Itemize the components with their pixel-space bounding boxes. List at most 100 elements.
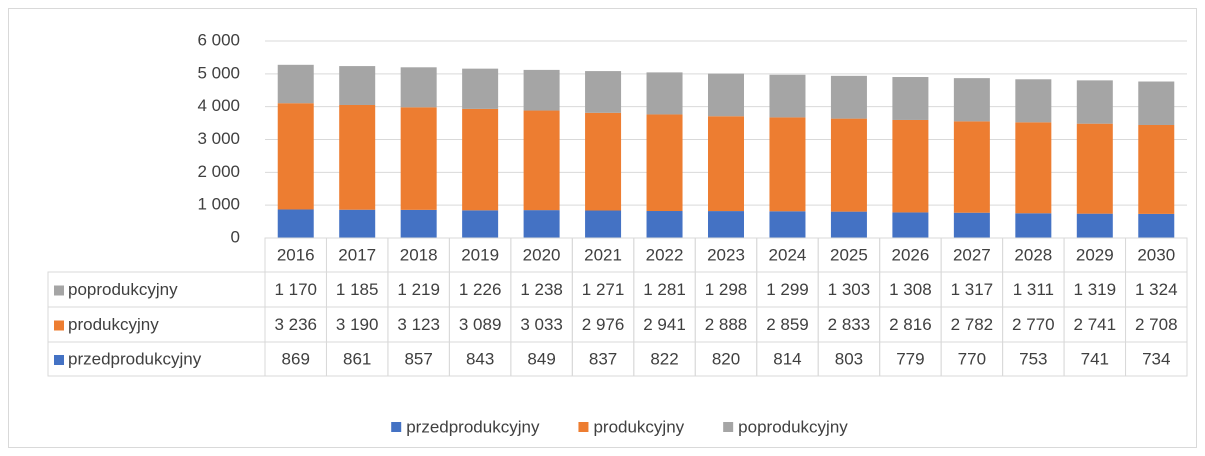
legend-key xyxy=(578,422,589,432)
bar-segment xyxy=(953,212,990,238)
bar-segment xyxy=(830,118,867,212)
table-legend-key xyxy=(54,355,64,365)
table-legend-key xyxy=(54,320,64,331)
data-label: 1 226 xyxy=(459,280,502,299)
data-label: 1 219 xyxy=(397,280,440,299)
bar-segment xyxy=(339,209,376,238)
data-label: 2 770 xyxy=(1012,315,1055,334)
table-cell xyxy=(1125,341,1188,377)
x-tick-label: 2025 xyxy=(830,245,868,264)
data-label: 849 xyxy=(527,349,555,368)
data-label: 1 298 xyxy=(705,280,748,299)
x-tick-label: 2019 xyxy=(461,245,499,264)
bar-segment xyxy=(1015,213,1052,238)
data-label: 869 xyxy=(282,349,310,368)
bar-segment xyxy=(892,212,929,238)
data-label: 820 xyxy=(712,349,740,368)
y-tick-label: 4 000 xyxy=(197,96,240,115)
data-label: 2 976 xyxy=(582,315,625,334)
legend-key xyxy=(391,422,402,432)
x-tick-label: 2029 xyxy=(1076,245,1114,264)
data-label: 1 281 xyxy=(643,280,686,299)
data-label: 861 xyxy=(343,349,371,368)
bar-segment xyxy=(462,68,499,109)
bar-segment xyxy=(400,67,437,108)
bar-segment xyxy=(769,74,806,118)
data-label: 803 xyxy=(835,349,863,368)
data-label: 770 xyxy=(958,349,986,368)
bar-segment xyxy=(277,64,314,104)
bar-segment xyxy=(523,110,560,211)
data-label: 1 299 xyxy=(766,280,809,299)
legend-label: poprodukcyjny xyxy=(738,417,848,436)
x-tick-label: 2016 xyxy=(277,245,315,264)
bar-segment xyxy=(523,210,560,238)
y-tick-label: 1 000 xyxy=(197,195,240,214)
data-label: 837 xyxy=(589,349,617,368)
bar-segment xyxy=(1138,124,1175,214)
data-label: 1 170 xyxy=(274,280,317,299)
data-label: 3 123 xyxy=(397,315,440,334)
data-label: 3 190 xyxy=(336,315,379,334)
y-tick-label: 3 000 xyxy=(197,129,240,148)
legend-key xyxy=(723,422,734,432)
bar-segment xyxy=(953,78,990,122)
x-tick-label: 2024 xyxy=(769,245,807,264)
x-tick-label: 2026 xyxy=(891,245,929,264)
data-label: 753 xyxy=(1019,349,1047,368)
bar-segment xyxy=(708,116,744,212)
data-label: 857 xyxy=(404,349,432,368)
bar-segment xyxy=(646,114,683,212)
legend-label: produkcyjny xyxy=(593,417,684,436)
bar-segment xyxy=(523,69,560,111)
bar-segment xyxy=(646,72,683,115)
data-label: 2 859 xyxy=(766,315,809,334)
data-label: 2 941 xyxy=(643,315,686,334)
y-tick-label: 2 000 xyxy=(197,162,240,181)
data-label: 779 xyxy=(896,349,924,368)
bar-segment xyxy=(462,108,499,211)
data-label: 741 xyxy=(1081,349,1109,368)
data-label: 2 708 xyxy=(1135,315,1178,334)
bar-segment xyxy=(1015,122,1052,214)
data-label: 1 308 xyxy=(889,280,932,299)
bar-segment xyxy=(708,73,744,117)
bar-segment xyxy=(277,103,314,210)
bar-segment xyxy=(400,209,437,238)
data-label: 814 xyxy=(773,349,801,368)
bar-segment xyxy=(769,211,806,238)
x-tick-label: 2027 xyxy=(953,245,991,264)
data-label: 1 311 xyxy=(1013,280,1054,299)
bar-segment xyxy=(1015,79,1052,123)
data-label: 1 185 xyxy=(336,280,379,299)
table-row-label: poprodukcyjny xyxy=(68,280,178,299)
data-label: 843 xyxy=(466,349,494,368)
legend-label: przedprodukcyjny xyxy=(406,417,540,436)
bar-segment xyxy=(1076,123,1113,214)
data-label: 3 089 xyxy=(459,315,502,334)
data-label: 822 xyxy=(650,349,678,368)
x-tick-label: 2020 xyxy=(523,245,561,264)
bar-segment xyxy=(585,112,622,211)
data-label: 1 324 xyxy=(1135,280,1178,299)
table-row-label: produkcyjny xyxy=(68,315,159,334)
bar-segment xyxy=(708,211,744,238)
y-tick-label: 0 xyxy=(231,227,240,246)
x-tick-label: 2028 xyxy=(1014,245,1052,264)
bar-segment xyxy=(892,77,929,120)
bar-segment xyxy=(892,119,929,213)
data-label: 3 033 xyxy=(520,315,563,334)
bar-segment xyxy=(953,121,990,213)
x-tick-label: 2017 xyxy=(338,245,376,264)
bar-segment xyxy=(1076,80,1113,124)
bar-segment xyxy=(277,209,314,238)
x-tick-label: 2021 xyxy=(584,245,622,264)
bar-segment xyxy=(769,117,806,212)
bar-segment xyxy=(1076,213,1113,238)
bar-segment xyxy=(1138,213,1175,238)
data-label: 2 741 xyxy=(1074,315,1117,334)
bar-segment xyxy=(830,75,867,119)
x-tick-label: 2023 xyxy=(707,245,745,264)
data-label: 2 833 xyxy=(828,315,871,334)
